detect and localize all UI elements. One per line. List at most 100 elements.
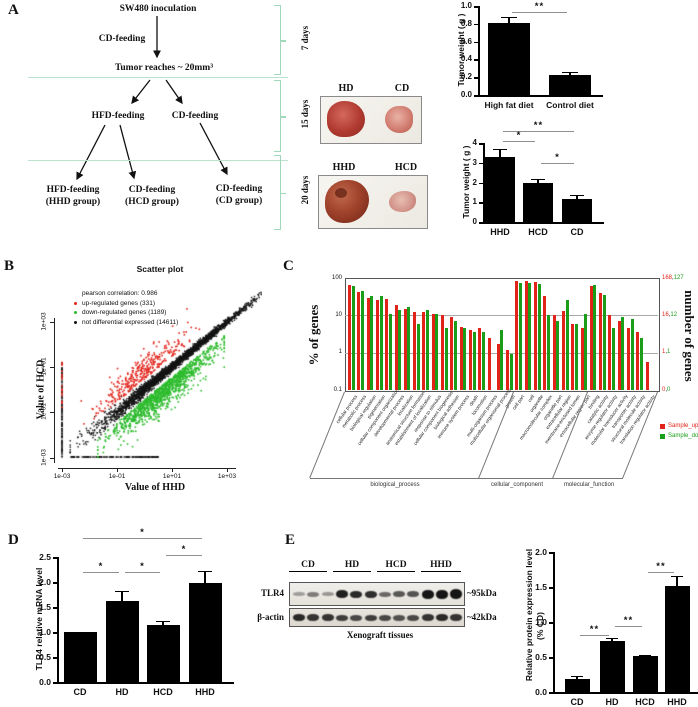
go-bar-up: [599, 292, 603, 390]
x-axis: [478, 95, 603, 97]
y-tick: [53, 682, 57, 684]
y-axis: [478, 6, 480, 96]
error-bar-cap: [562, 71, 578, 74]
go-bar-up: [487, 337, 491, 390]
error-bar-line: [508, 16, 510, 25]
significance-label: *: [555, 152, 560, 164]
go-bar-up: [459, 326, 463, 390]
tick-up-count: 168: [662, 274, 673, 281]
go-bar-up: [413, 312, 417, 390]
y-tick: [479, 162, 483, 165]
y-tick-label-left: 1: [338, 349, 342, 356]
chart-scatter: Scatter plot 1e-03 1e-01 1e+01 1e+03 1e+03 1e+…: [0, 256, 300, 506]
go-bar-down: [351, 285, 355, 390]
timeline-separator-1: [28, 77, 288, 78]
error-bar-line: [569, 71, 571, 78]
error-bar-line: [576, 194, 578, 202]
y-tick: [549, 587, 553, 589]
significance-label: *: [181, 544, 187, 555]
blot-band: [321, 614, 334, 621]
blot-band: [421, 589, 434, 599]
scatter-canvas: [50, 278, 262, 470]
y-axis-title: Relative protein expression level: [524, 548, 534, 682]
y-axis-title: Tumor weight ( g ): [456, 12, 466, 87]
tumor-blob-hd: [327, 101, 365, 137]
lane-label-hhd: HHD: [421, 560, 461, 572]
error-bar-line: [576, 675, 578, 682]
legend-label: up-regulated genes (331): [82, 299, 155, 307]
go-bar-down: [444, 328, 448, 390]
error-bar-cap: [570, 194, 584, 197]
significance-label: *: [140, 561, 145, 572]
y-tick-label: 0.8: [460, 18, 472, 28]
y-tick-label: 4: [472, 138, 477, 147]
go-bar-up: [450, 317, 454, 390]
lane-label-cd: CD: [289, 560, 327, 572]
go-bar-up: [506, 349, 510, 390]
error-bar-line: [204, 570, 206, 585]
x-category-label: HCD: [153, 687, 173, 697]
blot-band: [378, 614, 391, 621]
blot-band: [364, 590, 377, 598]
x-tick-label: 1e-01: [108, 473, 126, 480]
go-bar-up: [394, 304, 398, 390]
bar: [188, 583, 222, 682]
blot-band: [350, 590, 363, 598]
blot-strip-tlr4: [289, 582, 465, 606]
go-bar-up: [571, 323, 575, 390]
y-tick-label: 0.5: [535, 652, 547, 662]
duration-15-days: 15 days: [300, 99, 310, 129]
x-tick-label: 1e+01: [162, 473, 182, 480]
flow-node-cd-feeding-pre: CD-feeding: [98, 34, 146, 44]
go-bar-down: [509, 354, 513, 390]
y-axis: [57, 557, 59, 683]
blot-band: [293, 614, 305, 621]
go-bar-down: [379, 295, 383, 390]
blot-strip-bactin: [289, 608, 465, 627]
bar: [632, 656, 658, 692]
x-category-label: HHD: [195, 687, 215, 697]
y-axis-title: Tumor weight ( g ): [461, 144, 471, 219]
y-tick: [479, 143, 483, 145]
go-bar-up: [348, 284, 351, 390]
x-category-label: CD: [570, 227, 584, 237]
go-bar-down: [537, 284, 541, 390]
tick-down-count: 1: [667, 349, 671, 356]
tumor-photo-hd-cd: [320, 96, 422, 144]
y-tick-label: 1.5: [535, 582, 547, 592]
significance-line: [648, 571, 674, 573]
significance-label: *: [140, 527, 145, 538]
blot-band: [393, 614, 406, 621]
bar: [562, 199, 592, 222]
significance-label: **: [656, 560, 666, 572]
blot-band: [335, 614, 348, 621]
legend-label: not differential expressed (14611): [82, 318, 179, 326]
significance-line: [125, 572, 160, 573]
scatter-title: Scatter plot: [136, 264, 184, 274]
error-bar-cap: [501, 16, 517, 18]
x-tick: [227, 468, 228, 472]
go-bar-up: [580, 328, 584, 390]
legend-swatch: [660, 424, 665, 429]
x-category-label: HD: [605, 697, 619, 707]
y-tick-label: 2.0: [39, 577, 51, 587]
y-tick-label-right: 168,127: [662, 274, 684, 281]
tick-down-count: 127: [673, 274, 684, 281]
y-tick: [479, 222, 483, 224]
blot-band: [321, 592, 334, 596]
y-tick-label-left: 100: [331, 274, 342, 281]
flow-node-hcd-group: CD-feeding (HCD group): [116, 184, 188, 208]
bar: [63, 632, 97, 682]
flow-leaf-label: CD-feeding: [215, 184, 263, 194]
panel-b-letter: B: [4, 258, 15, 274]
y-axis: [54, 318, 55, 463]
x-tick: [117, 468, 118, 472]
blot-band: [364, 614, 377, 621]
flow-diagram: SW480 inoculation CD-feeding Tumor reach…: [0, 0, 320, 240]
flow-leaf-group: (HHD group): [45, 197, 101, 207]
y-tick-label: 0.0: [39, 677, 51, 687]
legend-marker: [74, 301, 77, 305]
panel-a-letter: A: [8, 2, 19, 18]
go-bar-down: [556, 321, 560, 390]
y-tick-label: 2: [472, 177, 477, 187]
